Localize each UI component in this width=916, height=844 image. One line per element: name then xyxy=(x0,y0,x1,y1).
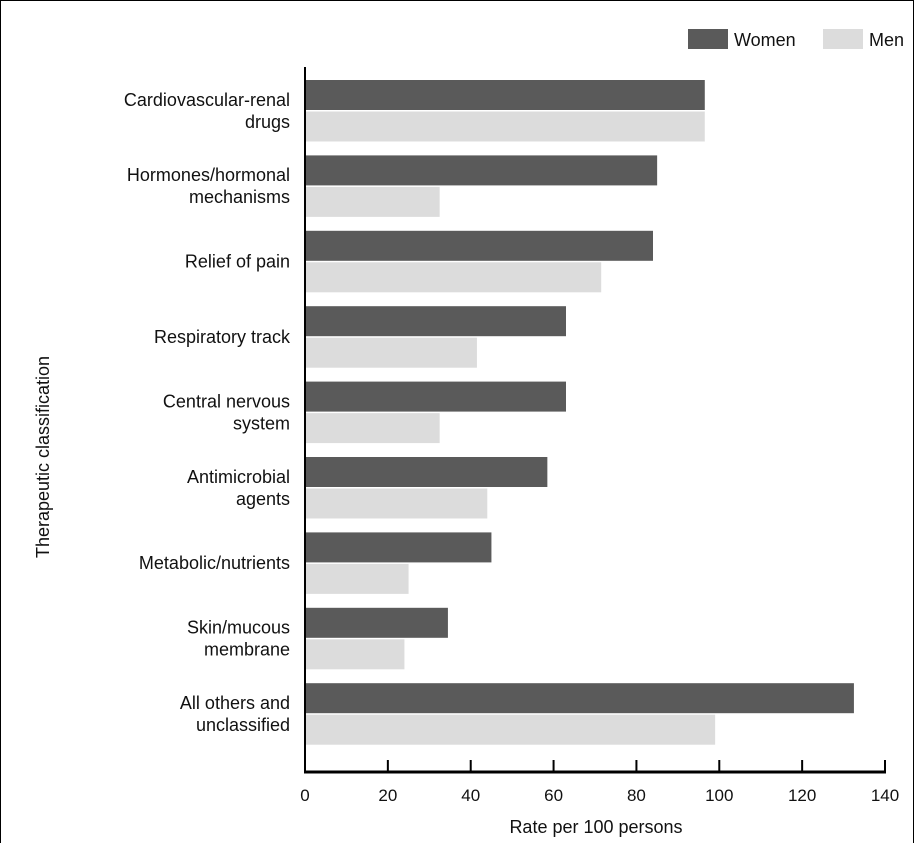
category-label-5-line-0: Antimicrobial xyxy=(187,467,290,487)
legend-swatch-men xyxy=(823,29,863,49)
bar-women-4 xyxy=(306,381,566,412)
bar-men-8 xyxy=(306,714,716,745)
bar-men-6 xyxy=(306,563,409,594)
bar-men-1 xyxy=(306,186,440,217)
x-tick-label-1: 20 xyxy=(378,786,397,805)
x-tick-label-4: 80 xyxy=(627,786,646,805)
bar-men-0 xyxy=(306,111,705,142)
bar-women-1 xyxy=(306,155,658,186)
bar-women-8 xyxy=(306,683,854,714)
bar-women-2 xyxy=(306,230,653,261)
legend-swatch-women xyxy=(688,29,728,49)
bar-women-5 xyxy=(306,457,548,487)
category-label-3-line-0: Respiratory track xyxy=(154,327,291,347)
category-label-4-line-1: system xyxy=(233,413,290,433)
category-label-8-line-0: All others and xyxy=(180,693,290,713)
category-label-6-line-0: Metabolic/nutrients xyxy=(139,553,290,573)
category-label-5-line-1: agents xyxy=(236,489,290,509)
legend-label-women: Women xyxy=(734,30,796,50)
bars-group xyxy=(306,80,854,745)
bar-women-0 xyxy=(306,80,705,110)
category-label-0-line-0: Cardiovascular-renal xyxy=(124,90,290,110)
bar-men-7 xyxy=(306,639,405,670)
category-label-4-line-0: Central nervous xyxy=(163,391,290,411)
x-tick-label-5: 100 xyxy=(705,786,733,805)
bar-women-3 xyxy=(306,306,566,337)
x-tick-label-2: 40 xyxy=(461,786,480,805)
bar-men-4 xyxy=(306,413,440,444)
x-tick-label-0: 0 xyxy=(300,786,309,805)
x-tick-label-7: 140 xyxy=(871,786,899,805)
bar-men-5 xyxy=(306,488,488,519)
bar-women-6 xyxy=(306,532,492,563)
y-axis-title: Therapeutic classification xyxy=(33,356,53,558)
x-tick-label-3: 60 xyxy=(544,786,563,805)
legend-label-men: Men xyxy=(869,30,904,50)
category-label-1-line-1: mechanisms xyxy=(189,187,290,207)
bar-women-7 xyxy=(306,607,448,638)
category-label-8-line-1: unclassified xyxy=(196,715,290,735)
x-tick-label-6: 120 xyxy=(788,786,816,805)
category-label-1-line-0: Hormones/hormonal xyxy=(127,165,290,185)
x-axis-ticks: 0 20 40 60 80 100 120 140 xyxy=(300,760,899,805)
bar-men-3 xyxy=(306,337,477,368)
legend: Women Men xyxy=(688,29,904,50)
category-label-7-line-1: membrane xyxy=(204,640,290,660)
x-axis-title: Rate per 100 persons xyxy=(509,817,682,837)
category-label-0-line-1: drugs xyxy=(245,112,290,132)
bar-men-2 xyxy=(306,262,602,293)
category-label-7-line-0: Skin/mucous xyxy=(187,618,290,638)
category-label-2-line-0: Relief of pain xyxy=(185,252,290,272)
